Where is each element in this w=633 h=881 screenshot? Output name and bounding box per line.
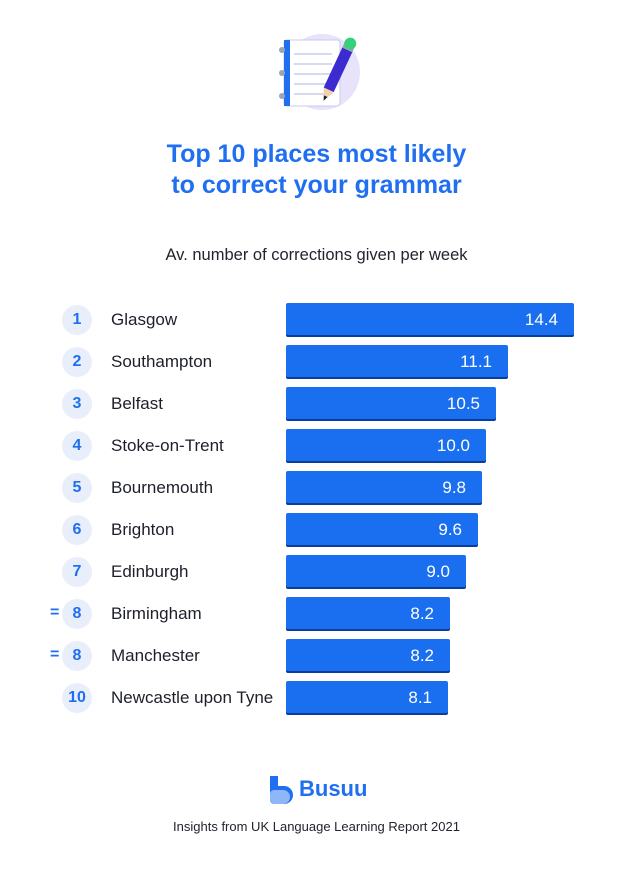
chart-row: 1 Glasgow 14.4 — [0, 303, 633, 337]
category-label: Belfast — [111, 394, 163, 413]
bar: 8.1 — [286, 681, 448, 713]
data-label: 14.4 — [524, 310, 558, 329]
data-label: 10.0 — [436, 436, 470, 455]
tie-marker: = — [50, 646, 60, 663]
chart-row: = 8 Birmingham 8.2 — [0, 597, 633, 631]
bar: 9.8 — [286, 471, 482, 503]
tie-marker: = — [50, 604, 60, 621]
data-label: 11.1 — [460, 352, 492, 371]
data-label: 9.8 — [442, 478, 466, 497]
rank-badge: 2 — [62, 347, 92, 377]
busuu-logo-icon — [270, 776, 293, 804]
rank-badge: 5 — [62, 473, 92, 503]
rank-badge: 7 — [62, 557, 92, 587]
data-label: 9.0 — [426, 562, 450, 581]
busuu-logo: Busuu — [268, 774, 368, 804]
category-label: Bournemouth — [111, 478, 214, 497]
rank-badge: 10 — [62, 683, 92, 713]
chart-row: 4 Stoke-on-Trent 10.0 — [0, 429, 633, 463]
brand-name: Busuu — [299, 776, 368, 801]
category-label: Stoke-on-Trent — [111, 436, 224, 455]
data-label: 8.2 — [410, 646, 434, 665]
chart-row: = 8 Manchester 8.2 — [0, 639, 633, 673]
rank-badge: 8 — [62, 599, 92, 629]
page-title-line-2: to correct your grammar — [171, 171, 462, 199]
category-label: Edinburgh — [111, 562, 189, 581]
rank-badge: 8 — [62, 641, 92, 671]
category-label: Brighton — [111, 520, 175, 539]
chart-row: 6 Brighton 9.6 — [0, 513, 633, 547]
chart-row: 2 Southampton 11.1 — [0, 345, 633, 379]
bar: 14.4 — [286, 303, 574, 335]
bar: 8.2 — [286, 597, 450, 629]
notebook-pencil-icon — [279, 34, 360, 110]
bar: 9.6 — [286, 513, 478, 545]
rank-badge: 6 — [62, 515, 92, 545]
rank-badge: 4 — [62, 431, 92, 461]
chart-subtitle: Av. number of corrections given per week — [165, 246, 468, 264]
bar: 8.2 — [286, 639, 450, 671]
bar: 9.0 — [286, 555, 466, 587]
data-label: 8.2 — [410, 604, 434, 623]
page-title-line-1: Top 10 places most likely — [166, 140, 467, 168]
chart-row: 5 Bournemouth 9.8 — [0, 471, 633, 505]
category-label: Newcastle upon Tyne — [111, 688, 274, 707]
data-label: 10.5 — [446, 394, 480, 413]
rank-badge: 1 — [62, 305, 92, 335]
bar: 11.1 — [286, 345, 508, 377]
category-label: Birmingham — [111, 604, 202, 623]
data-label: 9.6 — [438, 520, 462, 539]
chart-row: 7 Edinburgh 9.0 — [0, 555, 633, 589]
data-label: 8.1 — [408, 688, 432, 707]
chart-row: 3 Belfast 10.5 — [0, 387, 633, 421]
bar: 10.5 — [286, 387, 496, 419]
category-label: Manchester — [111, 646, 200, 665]
footer-source: Insights from UK Language Learning Repor… — [173, 819, 460, 834]
rank-badge: 3 — [62, 389, 92, 419]
chart-row: 10 Newcastle upon Tyne 8.1 — [0, 681, 633, 715]
category-label: Southampton — [111, 352, 213, 371]
bar: 10.0 — [286, 429, 486, 461]
category-label: Glasgow — [111, 310, 178, 329]
